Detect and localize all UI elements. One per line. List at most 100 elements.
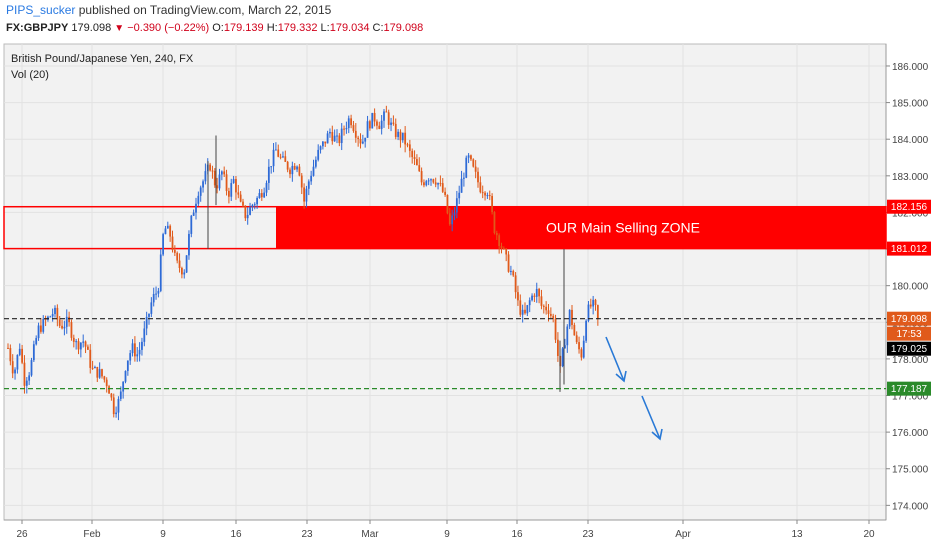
candle-body (256, 197, 258, 205)
svg-text:177.187: 177.187 (891, 384, 928, 395)
candle-body (124, 370, 127, 382)
candle-body (223, 171, 226, 175)
candle-body (239, 194, 242, 202)
candle-body (340, 128, 343, 144)
candle-body (267, 166, 270, 183)
symbol[interactable]: FX:GBPJPY (6, 22, 69, 34)
candle-body (481, 192, 484, 194)
candle-body (185, 255, 188, 273)
publish-info: PIPS_sucker published on TradingView.com… (6, 3, 331, 17)
candle-body (453, 212, 456, 216)
candle-body (430, 179, 432, 181)
price-tick-label: 183.000 (892, 172, 929, 183)
candle-body (470, 155, 472, 160)
candle-body (263, 192, 266, 198)
candle-body (378, 125, 381, 129)
candle-body (56, 307, 59, 320)
candle-body (298, 166, 301, 176)
candle-body (394, 123, 397, 137)
time-tick-label: 13 (791, 529, 803, 540)
candle-body (253, 204, 256, 206)
candle-body (373, 112, 376, 122)
candle-body (75, 341, 78, 343)
candle-body (310, 175, 313, 182)
candle-body (195, 203, 197, 213)
candle-body (580, 349, 583, 358)
candle-body (72, 337, 75, 342)
candle-body (14, 369, 16, 374)
candle-body (23, 362, 26, 386)
candle-body (322, 141, 324, 147)
plot-area[interactable] (3, 43, 887, 521)
candle-body (166, 225, 169, 229)
candle-body (61, 325, 63, 329)
candles[interactable] (7, 105, 599, 421)
selling-zone[interactable]: OUR Main Selling ZONE (3, 205, 887, 250)
candle-body (465, 157, 468, 178)
author-link[interactable]: PIPS_sucker (6, 3, 76, 17)
candle-body (286, 161, 289, 170)
candle-body (155, 293, 157, 295)
candle-body (390, 122, 392, 125)
price-tick-label: 185.000 (892, 99, 929, 110)
candle-body (343, 128, 345, 130)
pane-title: British Pound/Japanese Yen, 240, FX (11, 53, 194, 65)
candle-body (439, 183, 442, 185)
candle-body (477, 171, 479, 183)
candle-body (352, 125, 355, 131)
time-tick-label: Feb (83, 529, 101, 540)
time-axis[interactable]: 26 Feb 9 16 23 Mar 9 16 23 Apr 13 20 (16, 520, 875, 540)
candle-body (110, 393, 113, 398)
candle-body (535, 288, 538, 297)
candle-body (549, 313, 552, 316)
candle-body (275, 149, 277, 151)
candle-body (178, 260, 181, 269)
candle-body (199, 187, 202, 196)
price-label-crosshair: 179.025 (887, 341, 931, 356)
candle-body (467, 155, 470, 158)
candle-body (126, 360, 129, 371)
candle-body (383, 111, 385, 121)
last-price: 179.098 (71, 22, 112, 34)
candle-body (82, 341, 85, 343)
candle-body (404, 132, 407, 145)
candle-body (495, 232, 498, 236)
open-value: 179.139 (223, 22, 264, 34)
candle-body (427, 180, 430, 182)
candle-body (521, 309, 524, 315)
candle-body (458, 192, 461, 199)
close-value: 179.098 (383, 22, 424, 34)
candle-body (455, 198, 458, 213)
published-text: published on TradingView.com, March 22, … (78, 3, 332, 17)
candle-body (371, 112, 374, 129)
candle-body (143, 328, 146, 342)
candle-body (18, 348, 21, 355)
indicator-label[interactable]: Vol (20) (11, 69, 49, 81)
candle-body (460, 178, 463, 193)
candle-body (587, 304, 590, 321)
svg-text:181.012: 181.012 (891, 244, 928, 255)
candle-body (197, 195, 200, 204)
candle-body (566, 326, 569, 346)
candle-body (401, 132, 404, 141)
quote-line: FX:GBPJPY 179.098 ▼ −0.390 (−0.22%) O:17… (6, 22, 423, 34)
candle-body (446, 194, 449, 214)
candle-body (519, 300, 522, 315)
time-tick-label: 20 (863, 529, 875, 540)
price-axis[interactable]: 174.000175.000176.000177.000178.000179.0… (886, 62, 929, 512)
candle-body (425, 181, 428, 186)
candle-body (176, 252, 179, 261)
selling-zone-fill (276, 206, 886, 249)
svg-text:179.025: 179.025 (891, 344, 928, 355)
candle-body (347, 118, 350, 129)
candle-body (392, 122, 395, 124)
candle-body (141, 341, 143, 350)
candle-body (545, 306, 548, 311)
candle-body (474, 166, 477, 172)
candle-body (399, 131, 402, 141)
candle-body (488, 195, 491, 197)
candle-body (571, 309, 573, 325)
candle-body (512, 270, 515, 276)
candle-body (70, 322, 73, 338)
